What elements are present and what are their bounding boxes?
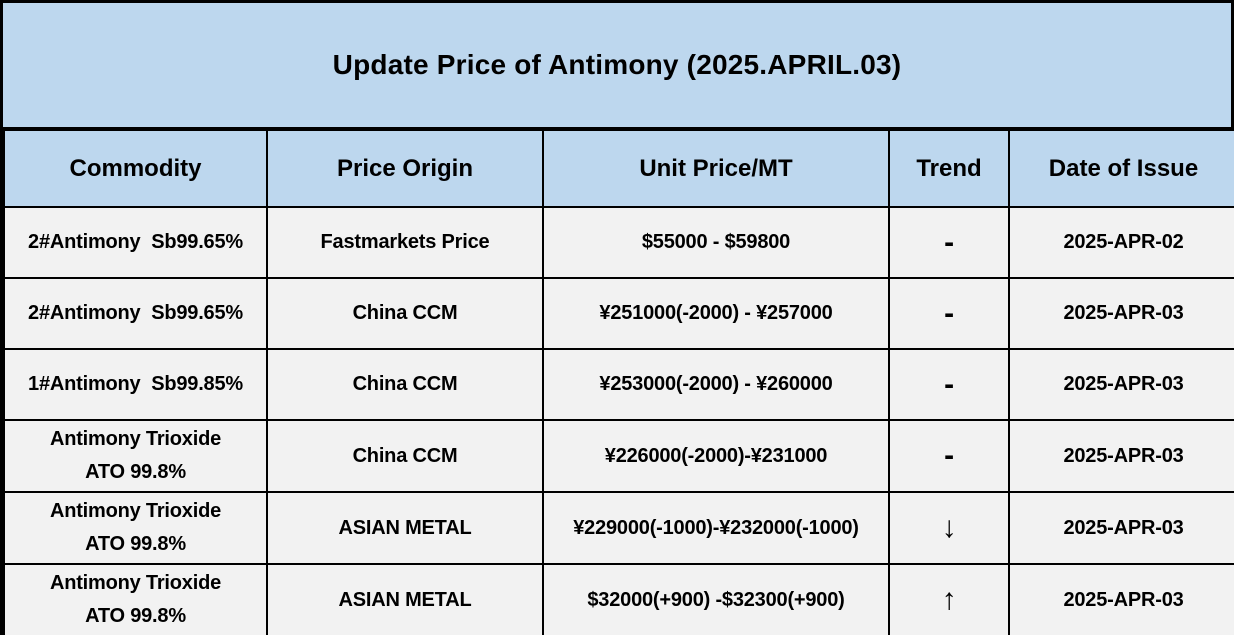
cell-price-origin: China CCM: [266, 419, 544, 493]
table-row: 2#Antimony Sb99.65% China CCM ¥251000(-2…: [3, 277, 1234, 350]
cell-date-of-issue: 2025-APR-03: [1008, 348, 1234, 421]
cell-unit-price: ¥253000(-2000) - ¥260000: [542, 348, 890, 421]
column-header-date-of-issue: Date of Issue: [1008, 129, 1234, 208]
cell-trend: -: [888, 419, 1010, 493]
cell-date-of-issue: 2025-APR-03: [1008, 419, 1234, 493]
cell-commodity: 1#Antimony Sb99.85%: [3, 348, 268, 421]
cell-price-origin: China CCM: [266, 277, 544, 350]
cell-unit-price: $32000(+900) -$32300(+900): [542, 563, 890, 635]
table-row: Antimony Trioxide ATO 99.8% China CCM ¥2…: [3, 419, 1234, 493]
price-table: Commodity Price Origin Unit Price/MT Tre…: [3, 129, 1234, 635]
cell-trend: -: [888, 206, 1010, 279]
header-row: Commodity Price Origin Unit Price/MT Tre…: [3, 129, 1234, 208]
cell-price-origin: ASIAN METAL: [266, 491, 544, 565]
cell-price-origin: ASIAN METAL: [266, 563, 544, 635]
trend-up-arrow: ↑: [888, 563, 1010, 635]
table-body: 2#Antimony Sb99.65% Fastmarkets Price $5…: [3, 206, 1234, 635]
cell-date-of-issue: 2025-APR-03: [1008, 563, 1234, 635]
table-row: 1#Antimony Sb99.85% China CCM ¥253000(-2…: [3, 348, 1234, 421]
cell-commodity: Antimony Trioxide ATO 99.8%: [3, 419, 268, 493]
cell-date-of-issue: 2025-APR-03: [1008, 491, 1234, 565]
cell-unit-price: ¥226000(-2000)-¥231000: [542, 419, 890, 493]
column-header-price-origin: Price Origin: [266, 129, 544, 208]
cell-commodity: Antimony Trioxide ATO 99.8%: [3, 563, 268, 635]
cell-price-origin: Fastmarkets Price: [266, 206, 544, 279]
cell-trend: -: [888, 277, 1010, 350]
cell-unit-price: ¥229000(-1000)-¥232000(-1000): [542, 491, 890, 565]
cell-trend: -: [888, 348, 1010, 421]
table-row: Antimony Trioxide ATO 99.8% ASIAN METAL …: [3, 563, 1234, 635]
column-header-commodity: Commodity: [3, 129, 268, 208]
cell-date-of-issue: 2025-APR-02: [1008, 206, 1234, 279]
trend-down-arrow: ↓: [888, 491, 1010, 565]
cell-commodity: 2#Antimony Sb99.65%: [3, 277, 268, 350]
page-title: Update Price of Antimony (2025.APRIL.03): [332, 49, 902, 80]
table-row: 2#Antimony Sb99.65% Fastmarkets Price $5…: [3, 206, 1234, 279]
cell-unit-price: ¥251000(-2000) - ¥257000: [542, 277, 890, 350]
cell-price-origin: China CCM: [266, 348, 544, 421]
title-band: Update Price of Antimony (2025.APRIL.03): [3, 3, 1231, 129]
column-header-trend: Trend: [888, 129, 1010, 208]
cell-unit-price: $55000 - $59800: [542, 206, 890, 279]
table-header: Commodity Price Origin Unit Price/MT Tre…: [3, 129, 1234, 208]
cell-commodity: Antimony Trioxide ATO 99.8%: [3, 491, 268, 565]
cell-commodity: 2#Antimony Sb99.65%: [3, 206, 268, 279]
column-header-unit-price: Unit Price/MT: [542, 129, 890, 208]
table-row: Antimony Trioxide ATO 99.8% ASIAN METAL …: [3, 491, 1234, 565]
cell-date-of-issue: 2025-APR-03: [1008, 277, 1234, 350]
